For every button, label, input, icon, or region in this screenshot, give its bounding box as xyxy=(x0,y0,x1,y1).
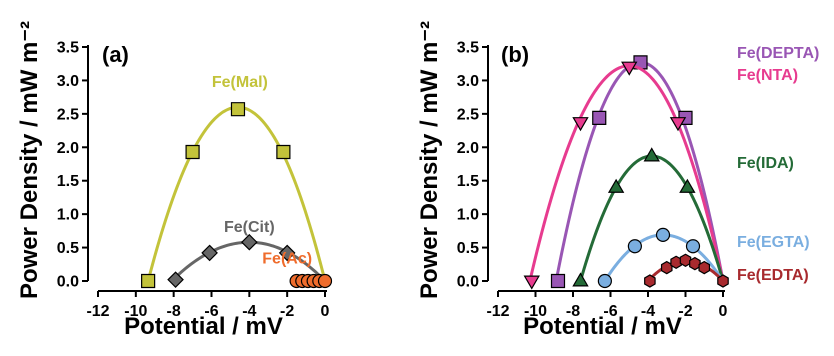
panel-a: 0.0 0.5 1.0 1.5 2.0 2.5 3.0 3.5 -12 -10 -8 -6 -4 -2 0 P… xyxy=(16,21,333,340)
data-point xyxy=(230,102,246,117)
y-tick-label: 3.5 xyxy=(57,40,79,57)
series-label: Fe(NTA) xyxy=(737,67,798,84)
y-tick-label: 3.5 xyxy=(457,40,479,57)
data-point xyxy=(655,227,671,242)
x-tick-label: -4 xyxy=(242,303,256,320)
data-point xyxy=(572,272,589,287)
fit-curve-fe-ida xyxy=(579,154,725,282)
x-tick-label: -8 xyxy=(566,303,580,320)
data-point xyxy=(685,239,701,254)
series-fe-edta: Fe(EDTA) xyxy=(644,253,809,288)
series-label: Fe(EDTA) xyxy=(737,267,809,284)
x-tick-label: -10 xyxy=(124,303,147,320)
data-point xyxy=(276,144,291,160)
data-point xyxy=(717,274,729,288)
data-point xyxy=(592,110,607,125)
series-fe-mal: Fe(Mal) xyxy=(141,74,327,289)
panel-label: (b) xyxy=(501,42,529,67)
data-point xyxy=(689,256,701,271)
x-tick-label: -2 xyxy=(280,303,294,320)
data-point xyxy=(679,178,696,193)
series-label: Fe(Ac) xyxy=(262,251,312,268)
data-point xyxy=(185,144,200,160)
x-tick-label: -12 xyxy=(486,303,509,320)
data-point xyxy=(201,244,218,262)
data-point xyxy=(698,260,711,275)
data-point xyxy=(644,274,656,288)
y-tick-label: 0.0 xyxy=(457,274,479,291)
y-tick-label: 2.0 xyxy=(57,140,79,157)
series-label: Fe(DEPTA) xyxy=(737,45,819,62)
y-tick-label: 1.0 xyxy=(457,207,479,224)
data-point xyxy=(572,117,589,132)
y-tick-label: 3.0 xyxy=(57,73,79,90)
data-point xyxy=(621,61,638,76)
y-tick-label: 0.5 xyxy=(457,240,479,257)
x-tick-label: 0 xyxy=(321,303,330,320)
y-tick-label: 1.5 xyxy=(457,173,479,190)
panel-b: 0.0 0.5 1.0 1.5 2.0 2.5 3.0 3.5 -12 -10 -8 -6 -4 -2 0 P… xyxy=(416,21,819,340)
series-label: Fe(Mal) xyxy=(212,74,268,91)
x-tick-label: 0 xyxy=(719,303,728,320)
y-tick-label: 2.5 xyxy=(57,106,79,123)
x-tick-label: -4 xyxy=(641,303,655,320)
series-fe-ac: Fe(Ac) xyxy=(262,251,333,289)
x-tick-label: -2 xyxy=(678,303,692,320)
x-tick-label: -12 xyxy=(86,303,109,320)
data-point xyxy=(597,273,612,289)
y-tick-label: 1.0 xyxy=(57,207,79,224)
y-tick-label: 0.0 xyxy=(57,274,79,291)
data-point xyxy=(141,273,156,289)
data-point xyxy=(550,273,566,289)
data-point xyxy=(278,244,296,262)
y-axis-title: Power Density / mW m⁻² xyxy=(16,21,43,299)
data-point xyxy=(643,147,660,162)
panel-label: (a) xyxy=(102,42,129,67)
series-label: Fe(IDA) xyxy=(737,155,794,172)
x-tick-label: -6 xyxy=(603,303,617,320)
data-point xyxy=(241,233,258,251)
series-fe-egta: Fe(EGTA) xyxy=(597,227,810,289)
x-axis-title: Potential / mV xyxy=(523,313,682,340)
series-label: Fe(Cit) xyxy=(224,219,275,236)
x-axis-title: Potential / mV xyxy=(124,313,283,340)
y-tick-label: 1.5 xyxy=(57,173,79,190)
series-fe-nta: Fe(NTA) xyxy=(523,61,798,290)
y-axis-title: Power Density / mW m⁻² xyxy=(416,21,443,299)
data-point xyxy=(523,275,540,290)
x-tick-label: -10 xyxy=(524,303,547,320)
series-fe-ida: Fe(IDA) xyxy=(572,147,794,287)
x-tick-label: -6 xyxy=(204,303,218,320)
y-tick-label: 2.0 xyxy=(457,140,479,157)
series-label: Fe(EGTA) xyxy=(737,234,810,251)
x-tick-label: -8 xyxy=(167,303,181,320)
data-point xyxy=(317,273,333,289)
data-point xyxy=(679,253,692,267)
y-tick-label: 3.0 xyxy=(457,73,479,90)
series-fe-cit: Fe(Cit) xyxy=(167,219,327,288)
data-point xyxy=(167,271,184,288)
data-point xyxy=(669,117,687,132)
data-point xyxy=(607,178,625,193)
data-point xyxy=(627,239,642,254)
y-tick-label: 2.5 xyxy=(457,106,479,123)
y-tick-label: 0.5 xyxy=(57,240,79,257)
